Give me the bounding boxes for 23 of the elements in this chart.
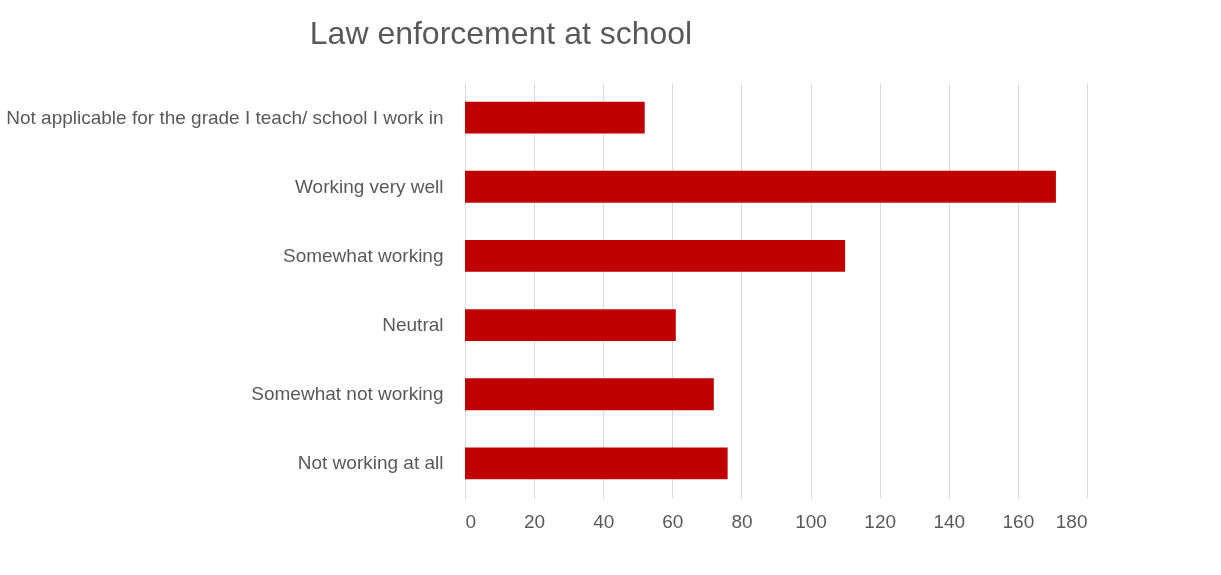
bar bbox=[465, 240, 846, 272]
bar bbox=[465, 447, 728, 480]
x-tick-label: 180 bbox=[1055, 510, 1088, 532]
y-tick-label: Not working at all bbox=[297, 452, 444, 474]
bar bbox=[465, 101, 645, 134]
y-tick-label: Somewhat not working bbox=[251, 383, 444, 405]
x-tick-label: 120 bbox=[864, 510, 897, 532]
x-tick-label: 140 bbox=[933, 510, 966, 532]
x-tick-label: 60 bbox=[662, 510, 684, 532]
x-tick-label: 40 bbox=[593, 510, 615, 532]
y-tick-label: Neutral bbox=[382, 314, 444, 336]
chart-title: Law enforcement at school bbox=[309, 15, 693, 51]
y-tick-label: Somewhat working bbox=[282, 244, 444, 266]
x-tick-label: 160 bbox=[1002, 510, 1035, 532]
x-tick-label: 80 bbox=[731, 510, 753, 532]
y-tick-label: Working very well bbox=[294, 175, 444, 197]
x-tick-label: 100 bbox=[795, 510, 827, 532]
x-tick-label: 20 bbox=[524, 510, 546, 532]
bar bbox=[465, 170, 1056, 203]
bar bbox=[465, 309, 676, 341]
y-tick-label: Not applicable for the grade I teach/ school I work in bbox=[6, 106, 444, 128]
bar bbox=[465, 378, 714, 411]
x-tick-label: 0 bbox=[465, 510, 477, 532]
